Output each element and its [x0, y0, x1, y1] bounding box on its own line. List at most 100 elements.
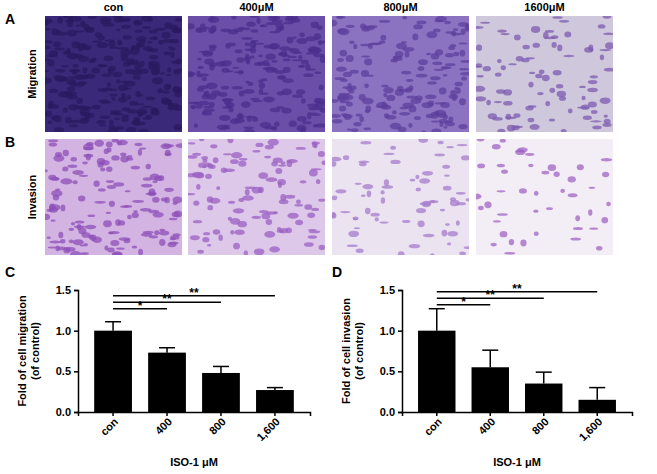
cell — [500, 33, 509, 35]
cell — [426, 53, 431, 56]
cell — [285, 195, 296, 199]
cell — [97, 64, 108, 67]
cell — [599, 49, 610, 51]
cell — [225, 45, 231, 49]
cell — [535, 74, 542, 79]
bar — [525, 384, 562, 412]
cell — [114, 118, 120, 121]
cell — [188, 193, 195, 195]
cell — [264, 156, 271, 159]
bar — [579, 400, 616, 412]
cell — [353, 122, 361, 126]
cell — [486, 100, 491, 106]
x-tick-label: 1,600 — [576, 415, 604, 443]
cell — [421, 102, 433, 108]
cell — [227, 139, 233, 143]
cell — [365, 208, 371, 214]
cell — [55, 77, 66, 82]
cell — [537, 92, 543, 95]
cell — [79, 175, 88, 177]
cell — [48, 140, 58, 143]
cell — [65, 19, 73, 23]
cell — [305, 64, 310, 71]
cell — [233, 208, 244, 213]
column-label: 400μM — [239, 1, 273, 13]
cell — [245, 189, 250, 195]
error-bar — [482, 350, 498, 367]
error-bar — [213, 366, 229, 373]
cell — [118, 97, 127, 102]
cell — [557, 45, 562, 52]
cell — [62, 166, 68, 171]
cell — [100, 160, 110, 166]
cell — [604, 114, 608, 117]
cell — [501, 170, 508, 174]
cell — [437, 141, 443, 145]
cell — [392, 110, 397, 114]
cell — [359, 116, 364, 122]
cell — [508, 63, 517, 65]
y-axis-title-line: (of control) — [353, 322, 365, 380]
micrograph-background — [332, 16, 469, 132]
cell — [418, 59, 428, 65]
micrograph-background — [476, 139, 613, 255]
y-tick: 0.5 — [380, 365, 402, 377]
cell — [63, 95, 74, 98]
cell — [579, 86, 586, 88]
cell — [283, 67, 291, 73]
cell — [355, 183, 362, 185]
cell — [343, 114, 353, 118]
micrograph-background — [188, 139, 325, 255]
cell — [120, 49, 131, 56]
cell — [48, 101, 54, 108]
y-axis-title-line: (of control) — [29, 322, 41, 380]
error-bar-stem — [436, 309, 438, 331]
cell — [247, 82, 253, 86]
y-axis-line — [398, 291, 403, 413]
cell — [318, 199, 325, 202]
cell — [583, 116, 592, 120]
cell — [47, 121, 52, 124]
cell — [379, 20, 390, 23]
cell — [268, 16, 278, 21]
x-axis-title: ISO-1 μM — [493, 456, 541, 468]
cell — [81, 232, 90, 238]
cell — [384, 179, 389, 185]
cell — [123, 35, 132, 39]
y-tick-label: 1.0 — [56, 325, 71, 337]
cell — [72, 170, 83, 175]
cell — [459, 252, 466, 255]
cell — [354, 227, 360, 229]
cell — [303, 73, 313, 77]
cell — [363, 127, 371, 130]
cell — [332, 213, 336, 219]
cell — [443, 74, 448, 77]
cell — [461, 155, 469, 160]
cell — [582, 96, 586, 100]
cell — [117, 47, 129, 50]
cell — [134, 20, 143, 26]
cell — [228, 107, 233, 113]
cell — [111, 155, 119, 160]
cell — [121, 25, 131, 29]
cell — [298, 55, 302, 60]
cell — [292, 59, 304, 61]
error-bar — [159, 348, 175, 353]
cell — [271, 161, 278, 166]
cell — [197, 58, 202, 61]
cell — [343, 155, 349, 160]
cell — [296, 200, 301, 205]
cell — [311, 168, 322, 170]
cell — [589, 187, 596, 189]
cell — [295, 220, 303, 225]
cell — [336, 66, 347, 71]
cell — [245, 42, 250, 46]
cell — [390, 160, 400, 164]
error-bar-cap — [159, 347, 175, 349]
cell — [170, 238, 176, 241]
cell — [145, 193, 156, 196]
cell — [232, 86, 244, 89]
cell — [310, 47, 322, 53]
cell — [425, 95, 437, 100]
cell — [258, 80, 263, 83]
